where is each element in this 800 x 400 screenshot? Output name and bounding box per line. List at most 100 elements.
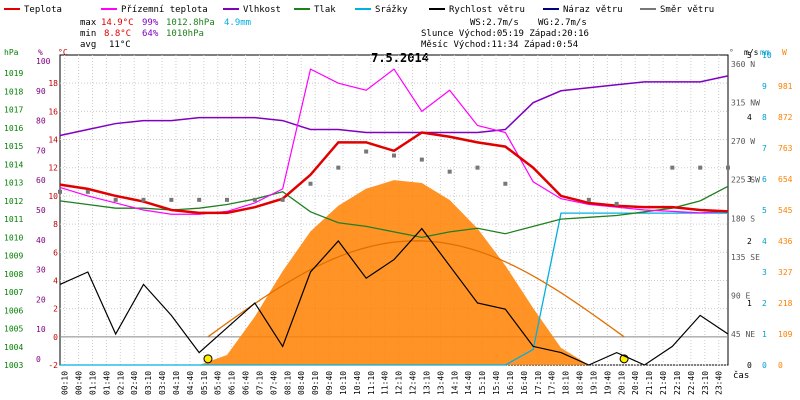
dir-tick-label: 180 S — [731, 214, 755, 223]
wm2-tick-label: 0 — [778, 361, 783, 370]
mm-tick-label: 7 — [762, 144, 767, 153]
x-tick-label: 14:40 — [464, 371, 473, 395]
temp-tick-label: 4 — [53, 276, 58, 285]
dir-tick-label: 315 NW — [731, 99, 760, 108]
wind-direction-point — [614, 201, 619, 206]
pct-tick-label: 40 — [36, 236, 46, 245]
wind-direction-point — [197, 197, 202, 202]
ms-tick-label: 5 — [747, 51, 752, 60]
wind-direction-point — [58, 189, 62, 194]
x-tick-label: 04:40 — [186, 371, 195, 395]
stats-block: max 14.9°C 99% 1012.8hPa 4.9mm min 8.8°C… — [80, 18, 589, 50]
wind-direction-point — [85, 189, 90, 194]
legend-label: Tlak — [314, 5, 336, 15]
pct-tick-label: 50 — [36, 206, 46, 215]
x-tick-label: 18:10 — [562, 371, 571, 395]
radiation-area — [60, 180, 728, 365]
x-tick-label: 16:40 — [520, 371, 529, 395]
hpa-tick-label: 1009 — [4, 252, 23, 261]
wind-direction-point — [419, 157, 424, 162]
chart-title: 7.5.2014 — [371, 51, 429, 65]
sun-arc — [207, 240, 625, 338]
ms-tick-label: 4 — [747, 113, 752, 122]
stat-max-pres: 1012.8hPa — [166, 18, 215, 28]
wind-direction-point — [726, 165, 730, 170]
stat-ws: WS:2.7m/s — [470, 18, 519, 28]
wm2-tick-label: 436 — [778, 237, 793, 246]
legend-swatch — [640, 8, 656, 10]
x-tick-label: 15:10 — [478, 371, 487, 395]
legend-swatch — [294, 8, 310, 10]
mm-tick-label: 6 — [762, 175, 767, 184]
temp-tick-label: 8 — [53, 220, 58, 229]
wind-direction-point — [113, 197, 118, 202]
wind-direction-point — [475, 165, 480, 170]
pct-tick-label: 90 — [36, 87, 46, 96]
legend-label: Vlhkost — [243, 5, 281, 15]
wind-direction-point — [141, 197, 146, 202]
wind-direction-point — [169, 197, 174, 202]
legend-label: Náraz větru — [563, 5, 623, 15]
wm2-tick-label: 109 — [778, 330, 793, 339]
x-tick-label: 07:40 — [269, 371, 278, 395]
hpa-tick-label: 1014 — [4, 160, 23, 169]
dir-tick-label: 135 SE — [731, 253, 760, 262]
mm-tick-label: 0 — [762, 361, 767, 370]
hpa-tick-label: 1007 — [4, 288, 23, 297]
mm-tick-label: 10 — [762, 51, 772, 60]
hpa-tick-label: 1010 — [4, 233, 23, 242]
x-tick-label: 02:10 — [116, 371, 125, 395]
wm2-tick-label: 327 — [778, 268, 793, 277]
wm2-tick-label: 545 — [778, 206, 793, 215]
wind-direction-point — [252, 197, 257, 202]
x-tick-label: 08:40 — [297, 371, 306, 395]
legend-label: Přízemní teplota — [121, 5, 208, 15]
x-axis-label: čas — [733, 370, 749, 381]
stat-min-hum: 64% — [142, 29, 159, 39]
stat-wg: WG:2.7m/s — [538, 18, 587, 28]
pct-tick-label: 10 — [36, 325, 46, 334]
wind-direction-point — [308, 181, 313, 186]
wind-direction-point — [447, 169, 452, 174]
humidity-line — [59, 75, 729, 137]
wind-speed-line — [59, 227, 729, 366]
hpa-tick-label: 1018 — [4, 87, 23, 96]
stat-max-temp: 14.9°C — [101, 18, 134, 28]
dir-tick-label: 45 NE — [731, 330, 755, 339]
hpa-tick-label: 1016 — [4, 124, 23, 133]
x-tick-label: 05:40 — [214, 371, 223, 395]
wm2-tick-label: 872 — [778, 113, 793, 122]
hpa-tick-label: 1006 — [4, 306, 23, 315]
axis-ticks: 1003100410051006100710081009101010111012… — [4, 51, 793, 395]
x-tick-label: 00:10 — [61, 371, 70, 395]
dir-tick-label: 225 SW — [731, 176, 760, 185]
mm-tick-label: 1 — [762, 330, 767, 339]
x-tick-label: 11:10 — [367, 371, 376, 395]
x-tick-label: 09:10 — [311, 371, 320, 395]
pct-tick-label: 100 — [36, 57, 51, 66]
x-tick-label: 15:40 — [492, 371, 501, 395]
temp-tick-label: 16 — [48, 107, 58, 116]
hpa-tick-label: 1013 — [4, 179, 23, 188]
stat-rain-total: 4.9mm — [224, 18, 251, 28]
pct-tick-label: 20 — [36, 295, 46, 304]
hpa-tick-label: 1005 — [4, 325, 23, 334]
x-tick-label: 13:40 — [436, 371, 445, 395]
temp-tick-label: 14 — [48, 136, 58, 145]
x-tick-label: 09:40 — [325, 371, 334, 395]
ms-tick-label: 1 — [747, 299, 752, 308]
temp-tick-label: 0 — [53, 333, 58, 342]
x-tick-label: 19:40 — [603, 371, 612, 395]
dir-axis-unit: ° — [729, 48, 734, 57]
legend-label: Srážky — [375, 5, 408, 15]
stat-max-hum: 99% — [142, 18, 159, 28]
mm-tick-label: 9 — [762, 82, 767, 91]
ground-temperature-line — [59, 68, 729, 215]
wind-direction-point — [586, 197, 591, 202]
hpa-tick-label: 1015 — [4, 142, 23, 151]
mm-tick-label: 3 — [762, 268, 767, 277]
x-tick-label: 07:10 — [255, 371, 264, 395]
legend-swatch — [223, 8, 239, 10]
x-tick-label: 22:40 — [687, 371, 696, 395]
x-tick-label: 21:40 — [659, 371, 668, 395]
